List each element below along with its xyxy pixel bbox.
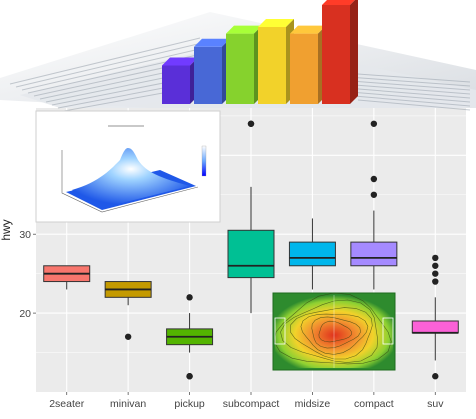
box-subcompact <box>227 120 275 314</box>
outlier-point <box>247 120 255 127</box>
x-tick-label: 2seater <box>49 398 85 410</box>
paper-line <box>15 42 203 88</box>
bar3d-top <box>290 25 326 34</box>
outlier-point <box>432 373 439 380</box>
x-tick-label: midsize <box>295 398 331 410</box>
box-suv <box>411 254 459 380</box>
outlier-point <box>432 278 439 285</box>
outlier-point <box>432 254 439 262</box>
paper-line <box>341 83 471 95</box>
box-iqr <box>350 241 398 267</box>
outlier-point <box>432 262 439 269</box>
outlier-point <box>370 120 378 127</box>
bar3d-front <box>322 5 350 104</box>
bar3d-side <box>350 0 358 104</box>
box-iqr <box>227 229 275 279</box>
bar3d <box>322 0 358 104</box>
bar3d <box>226 25 262 105</box>
x-tick-label: suv <box>427 398 444 410</box>
contour-line <box>311 316 361 349</box>
x-tick-label: pickup <box>174 398 205 410</box>
colorbar <box>201 145 207 177</box>
y-tick-label: 30 <box>19 229 31 241</box>
bar3d <box>162 57 198 104</box>
bar3d <box>194 38 230 104</box>
y-axis-label: hwy <box>0 219 13 240</box>
bar3d <box>290 25 326 105</box>
x-tick-label: minivan <box>110 398 146 410</box>
contour-lines <box>273 292 392 365</box>
contour-line <box>273 292 392 365</box>
outlier-point <box>186 373 193 380</box>
box-compact <box>350 120 398 290</box>
bar3d-front <box>226 33 254 104</box>
bar3d-front <box>194 46 222 104</box>
box-minivan <box>104 281 152 340</box>
paper-line <box>21 47 205 91</box>
bar3d-front <box>162 65 190 104</box>
outlier-point <box>432 270 439 277</box>
box-iqr <box>411 320 459 334</box>
contour-line <box>318 320 352 343</box>
bar3d-top <box>226 25 262 34</box>
paper-line <box>345 87 471 99</box>
x-tick-label: subcompact <box>223 398 280 410</box>
paper-line <box>357 99 471 111</box>
bar3d-top <box>258 19 294 27</box>
bar3d-front <box>258 27 286 104</box>
box-2seater <box>43 265 91 290</box>
x-tick-labels: 2seater minivan pickup subcompact midsize com… <box>49 392 444 410</box>
surface-peak <box>72 148 190 208</box>
box-pickup <box>166 294 214 380</box>
outlier-point <box>186 294 193 301</box>
bar3d-top <box>162 57 198 66</box>
x-tick-label: compact <box>354 398 394 410</box>
contour-heatmap-inset <box>272 292 396 371</box>
box-midsize <box>288 218 336 290</box>
outlier-point <box>370 191 378 198</box>
contour-line <box>280 299 379 363</box>
paper-line <box>337 79 471 91</box>
outlier-point <box>370 175 378 183</box>
surface-plot-inset <box>35 110 221 223</box>
y-tick-label: 20 <box>19 308 31 320</box>
outlier-point <box>124 333 132 340</box>
bar3d-front <box>290 33 318 104</box>
paper-line <box>349 91 471 103</box>
paper-line <box>9 37 201 85</box>
bar-chart-3d-image <box>0 0 476 112</box>
bar3d <box>258 19 294 104</box>
pitch-box-right <box>382 317 394 345</box>
pitch-box-left <box>274 317 286 345</box>
bar3d-top <box>322 0 355 5</box>
surface-title-mark <box>108 125 144 127</box>
box-iqr <box>288 241 336 267</box>
bar3d-series <box>162 0 358 105</box>
contour-line <box>290 307 373 360</box>
bar3d-top <box>194 38 230 47</box>
contour-line <box>300 313 369 355</box>
surface-axis-lines <box>61 150 199 213</box>
box-series <box>43 120 459 380</box>
paper-line <box>353 95 471 107</box>
